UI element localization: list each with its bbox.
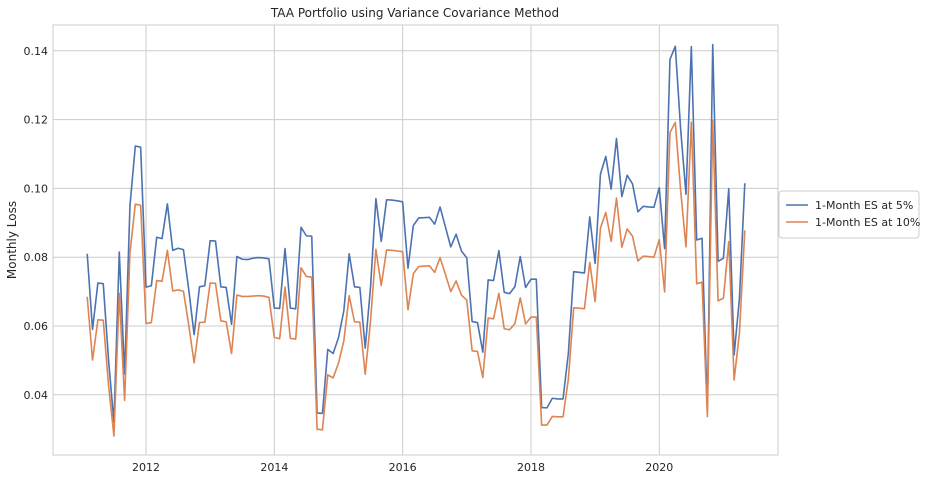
legend: 1-Month ES at 5% 1-Month ES at 10% [778, 190, 920, 239]
x-tick-labels: 2012 2014 2016 2018 2020 [132, 461, 673, 474]
y-tick-label: 0.08 [24, 251, 49, 264]
y-axis-title: Monthly Loss [5, 201, 19, 279]
y-tick-label: 0.04 [24, 389, 49, 402]
y-tick-labels: 0.04 0.06 0.08 0.10 0.12 0.14 [24, 45, 49, 402]
y-tick-label: 0.10 [24, 182, 49, 195]
x-tick-label: 2012 [132, 461, 160, 474]
legend-box [778, 190, 920, 239]
y-tick-label: 0.06 [24, 320, 49, 333]
x-tick-label: 2020 [645, 461, 673, 474]
x-tick-label: 2016 [389, 461, 417, 474]
legend-label: 1-Month ES at 10% [815, 216, 920, 229]
y-tick-label: 0.14 [24, 45, 49, 58]
series-line-2 [86, 119, 746, 437]
x-tick-label: 2014 [260, 461, 288, 474]
legend-label: 1-Month ES at 5% [815, 199, 913, 212]
plot-area-border [52, 24, 779, 456]
x-tick-label: 2018 [517, 461, 545, 474]
series-lines [86, 43, 746, 437]
y-tick-label: 0.12 [24, 114, 49, 127]
series-line-1 [86, 43, 746, 424]
chart-title: TAA Portfolio using Variance Covariance … [270, 6, 559, 20]
